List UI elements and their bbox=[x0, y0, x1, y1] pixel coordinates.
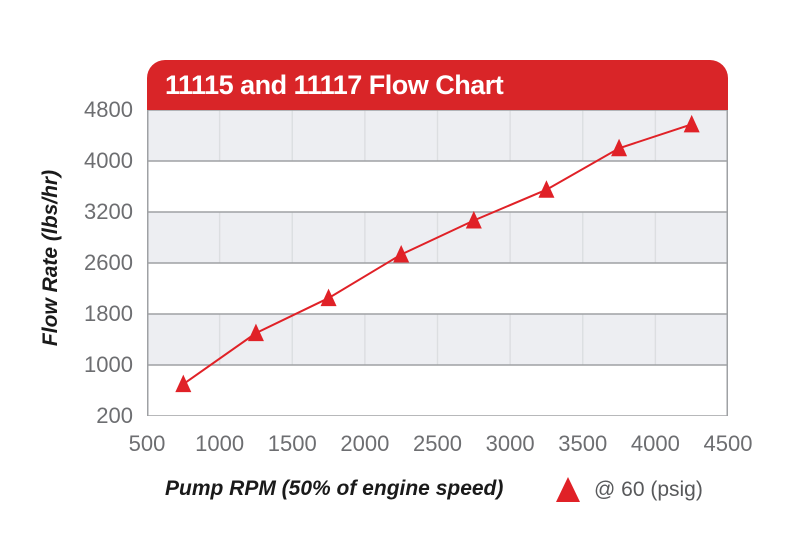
y-tick-label: 2600 bbox=[84, 250, 133, 275]
legend-triangle-icon bbox=[556, 477, 580, 502]
legend-label: @ 60 (psig) bbox=[594, 477, 703, 501]
x-tick-label: 4500 bbox=[703, 431, 753, 456]
x-tick-label: 2500 bbox=[413, 431, 462, 456]
flow-chart-svg bbox=[147, 110, 728, 416]
series-line bbox=[182, 123, 693, 385]
data-point-marker bbox=[320, 288, 337, 307]
data-point-marker bbox=[683, 114, 700, 133]
y-tick-label: 200 bbox=[96, 403, 133, 428]
x-tick-label: 1000 bbox=[195, 431, 245, 456]
legend: @ 60 (psig) bbox=[556, 477, 703, 502]
data-point-marker bbox=[538, 180, 555, 198]
chart-title-banner: 11115 and 11117 Flow Chart bbox=[147, 60, 728, 110]
x-tick-label: 3500 bbox=[558, 431, 608, 456]
x-tick-label: 1500 bbox=[267, 431, 317, 456]
x-tick-label: 4000 bbox=[630, 431, 680, 456]
x-axis-title: Pump RPM (50% of engine speed) bbox=[165, 477, 504, 500]
x-tick-label: 500 bbox=[128, 431, 166, 456]
y-tick-label: 4800 bbox=[84, 97, 133, 122]
y-tick-label: 1000 bbox=[84, 352, 133, 377]
plot-band bbox=[147, 263, 728, 314]
data-point-marker bbox=[465, 211, 482, 229]
y-tick-label: 1800 bbox=[84, 301, 133, 326]
plot-band bbox=[147, 161, 728, 212]
data-point-marker bbox=[611, 138, 628, 157]
x-tick-label: 3000 bbox=[485, 431, 535, 456]
x-tick-label: 2000 bbox=[340, 431, 390, 456]
y-tick-label: 3200 bbox=[84, 199, 133, 224]
plot-area bbox=[147, 110, 728, 416]
plot-band bbox=[147, 365, 728, 416]
y-tick-label: 4000 bbox=[84, 148, 133, 173]
chart-title: 11115 and 11117 Flow Chart bbox=[165, 69, 504, 100]
data-point-marker bbox=[393, 245, 410, 263]
data-point-marker bbox=[247, 323, 264, 342]
data-point-marker bbox=[175, 374, 192, 393]
y-axis-title: Flow Rate (lbs/hr) bbox=[39, 169, 62, 347]
